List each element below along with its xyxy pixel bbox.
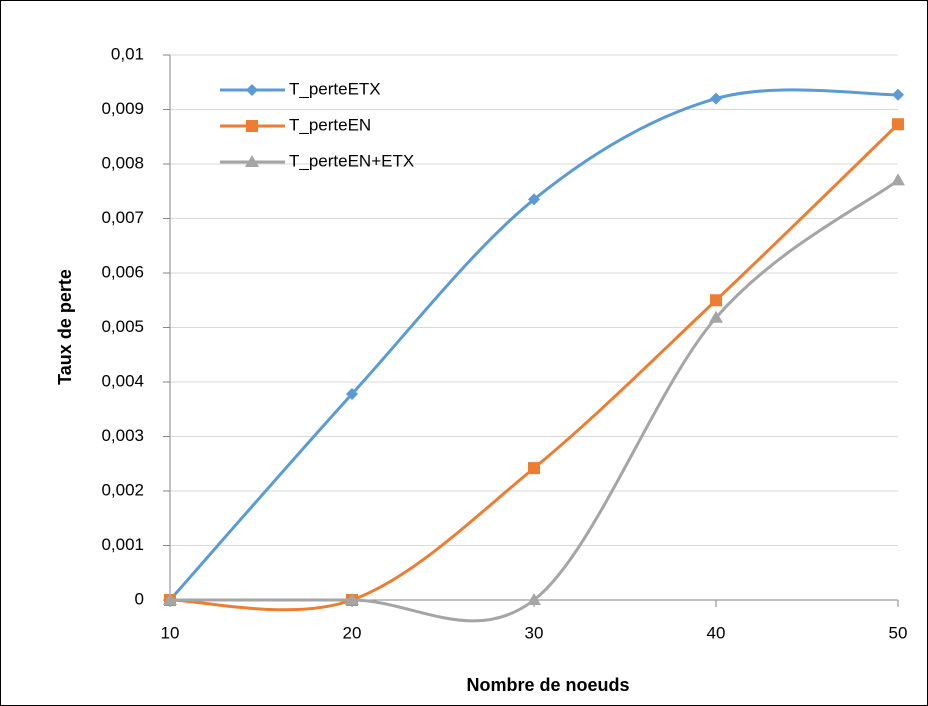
y-tick-label: 0,003: [101, 426, 144, 445]
series-line: [168, 88, 899, 601]
legend-marker: [246, 120, 258, 132]
marker: [710, 92, 722, 105]
y-tick-label: 0,004: [101, 371, 144, 390]
y-tick-label: 0,008: [101, 153, 144, 172]
x-tick-label: 10: [161, 623, 180, 642]
legend-marker: [245, 155, 259, 167]
marker: [709, 310, 723, 323]
x-tick-label: 50: [889, 623, 908, 642]
y-tick-label: 0,009: [101, 99, 144, 118]
x-tick-label: 40: [707, 623, 726, 642]
marker: [892, 118, 904, 131]
legend-label: T_perteETX: [289, 79, 381, 98]
x-tick-label: 20: [343, 623, 362, 642]
marker: [527, 593, 541, 605]
marker: [345, 593, 359, 605]
legend-marker: [246, 84, 258, 96]
x-axis-label: Nombre de noeuds: [466, 675, 629, 695]
marker: [710, 294, 722, 307]
y-tick-label: 0,006: [101, 262, 144, 281]
marker: [528, 462, 540, 475]
marker: [891, 173, 905, 186]
y-axis-label: Taux de perte: [55, 269, 75, 385]
y-tick-label: 0,001: [101, 535, 144, 554]
y-tick-label: 0,01: [111, 44, 144, 63]
y-tick-label: 0,007: [101, 208, 144, 227]
y-tick-label: 0,005: [101, 317, 144, 336]
marker: [528, 193, 540, 206]
marker: [346, 387, 358, 400]
x-tick-label: 30: [525, 623, 544, 642]
legend-label: T_perteEN+ETX: [289, 151, 414, 170]
legend-label: T_perteEN: [289, 115, 371, 134]
y-tick-label: 0,002: [101, 480, 144, 499]
marker: [163, 593, 177, 605]
series-line: [169, 179, 899, 623]
marker: [892, 88, 904, 101]
y-tick-label: 0: [135, 589, 144, 608]
